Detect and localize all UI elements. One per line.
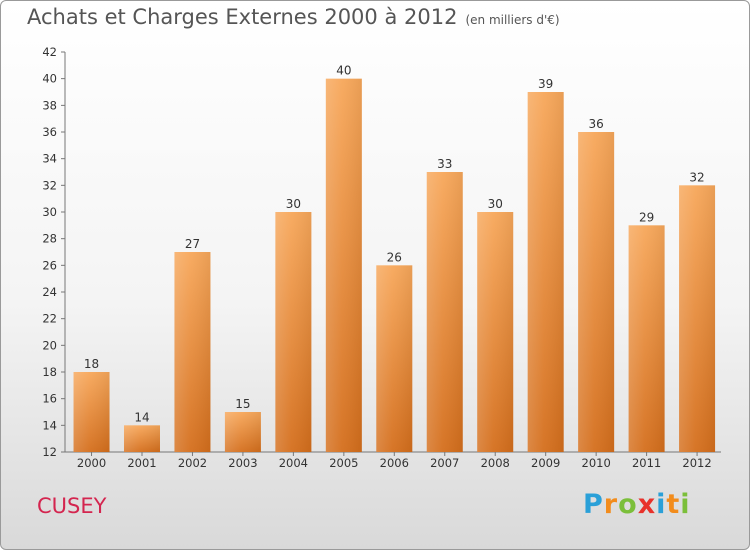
x-tick-label: 2008 — [481, 456, 510, 470]
bars-layer: 18 14 27 15 30 40 26 33 30 39 36 29 32 — [73, 64, 716, 453]
bar-value-label: 27 — [185, 237, 200, 251]
bar-shine-2008 — [477, 212, 514, 452]
bar-shine-2006 — [376, 265, 413, 452]
x-tick-label: 2001 — [127, 456, 156, 470]
bar-value-label: 14 — [134, 410, 149, 424]
chart-unit: (en milliers d'€) — [465, 13, 560, 27]
y-tick-label: 38 — [42, 98, 57, 112]
y-tick-label: 22 — [42, 312, 57, 326]
y-tick-label: 32 — [42, 178, 57, 192]
bar-value-label: 18 — [84, 357, 99, 371]
logo-letter: o — [618, 489, 638, 520]
bar-value-label: 26 — [387, 250, 402, 264]
bar-value-label: 32 — [689, 170, 704, 184]
bar-shine-2012 — [679, 185, 716, 453]
y-tick-label: 42 — [42, 45, 57, 59]
y-tick-label: 34 — [42, 152, 57, 166]
logo-letter: P — [583, 489, 604, 520]
logo-letter: i — [680, 489, 691, 520]
bar-shine-2002 — [174, 252, 211, 452]
y-tick-label: 14 — [42, 418, 57, 432]
bar-shine-2004 — [275, 212, 312, 452]
bar-shine-2001 — [123, 425, 160, 452]
logo-letter: r — [603, 489, 619, 520]
x-tick-label: 2009 — [531, 456, 560, 470]
x-tick-label: 2010 — [582, 456, 611, 470]
x-tick-label: 2000 — [77, 456, 106, 470]
x-tick-label: 2011 — [632, 456, 661, 470]
x-tick-label: 2004 — [279, 456, 308, 470]
proxiti-logo: Proxiti — [583, 489, 691, 520]
y-tick-label: 40 — [42, 72, 57, 86]
y-tick-label: 12 — [42, 445, 57, 459]
x-tick-label: 2003 — [228, 456, 257, 470]
bar-shine-2009 — [527, 92, 564, 452]
bar-shine-2010 — [578, 132, 615, 452]
logo-letter: i — [656, 489, 667, 520]
commune-name: CUSEY — [37, 494, 107, 518]
y-tick-label: 36 — [42, 125, 57, 139]
y-tick-label: 24 — [42, 285, 57, 299]
chart-title-text: Achats et Charges Externes 2000 à 2012 — [27, 5, 458, 29]
y-tick-label: 26 — [42, 258, 57, 272]
bar-shine-2003 — [224, 412, 261, 452]
bar-shine-2007 — [426, 172, 463, 452]
logo-letter: x — [637, 489, 657, 520]
bar-value-label: 40 — [336, 64, 351, 78]
y-tick-label: 28 — [42, 232, 57, 246]
bar-shine-2011 — [628, 225, 665, 452]
bar-value-label: 33 — [437, 157, 452, 171]
x-tick-label: 2007 — [430, 456, 459, 470]
axis-layer: 12 14 16 18 20 22 24 26 28 30 32 34 36 38 40 42 2000 2001… — [42, 45, 721, 470]
y-tick-label: 16 — [42, 392, 57, 406]
y-tick-label: 30 — [42, 205, 57, 219]
bar-value-label: 30 — [286, 197, 301, 211]
chart-title: Achats et Charges Externes 2000 à 2012 (e… — [27, 5, 560, 29]
bar-value-label: 29 — [639, 210, 654, 224]
bar-value-label: 39 — [538, 77, 553, 91]
bar-value-label: 15 — [235, 397, 250, 411]
bar-shine-2000 — [73, 372, 110, 452]
bar-value-label: 36 — [589, 117, 604, 131]
y-tick-label: 18 — [42, 365, 57, 379]
bar-value-label: 30 — [488, 197, 503, 211]
x-tick-label: 2002 — [178, 456, 207, 470]
logo-letter: t — [666, 489, 681, 520]
bar-shine-2005 — [325, 78, 362, 453]
x-tick-label: 2005 — [329, 456, 358, 470]
x-tick-label: 2006 — [380, 456, 409, 470]
y-tick-label: 20 — [42, 338, 57, 352]
x-tick-label: 2012 — [682, 456, 711, 470]
